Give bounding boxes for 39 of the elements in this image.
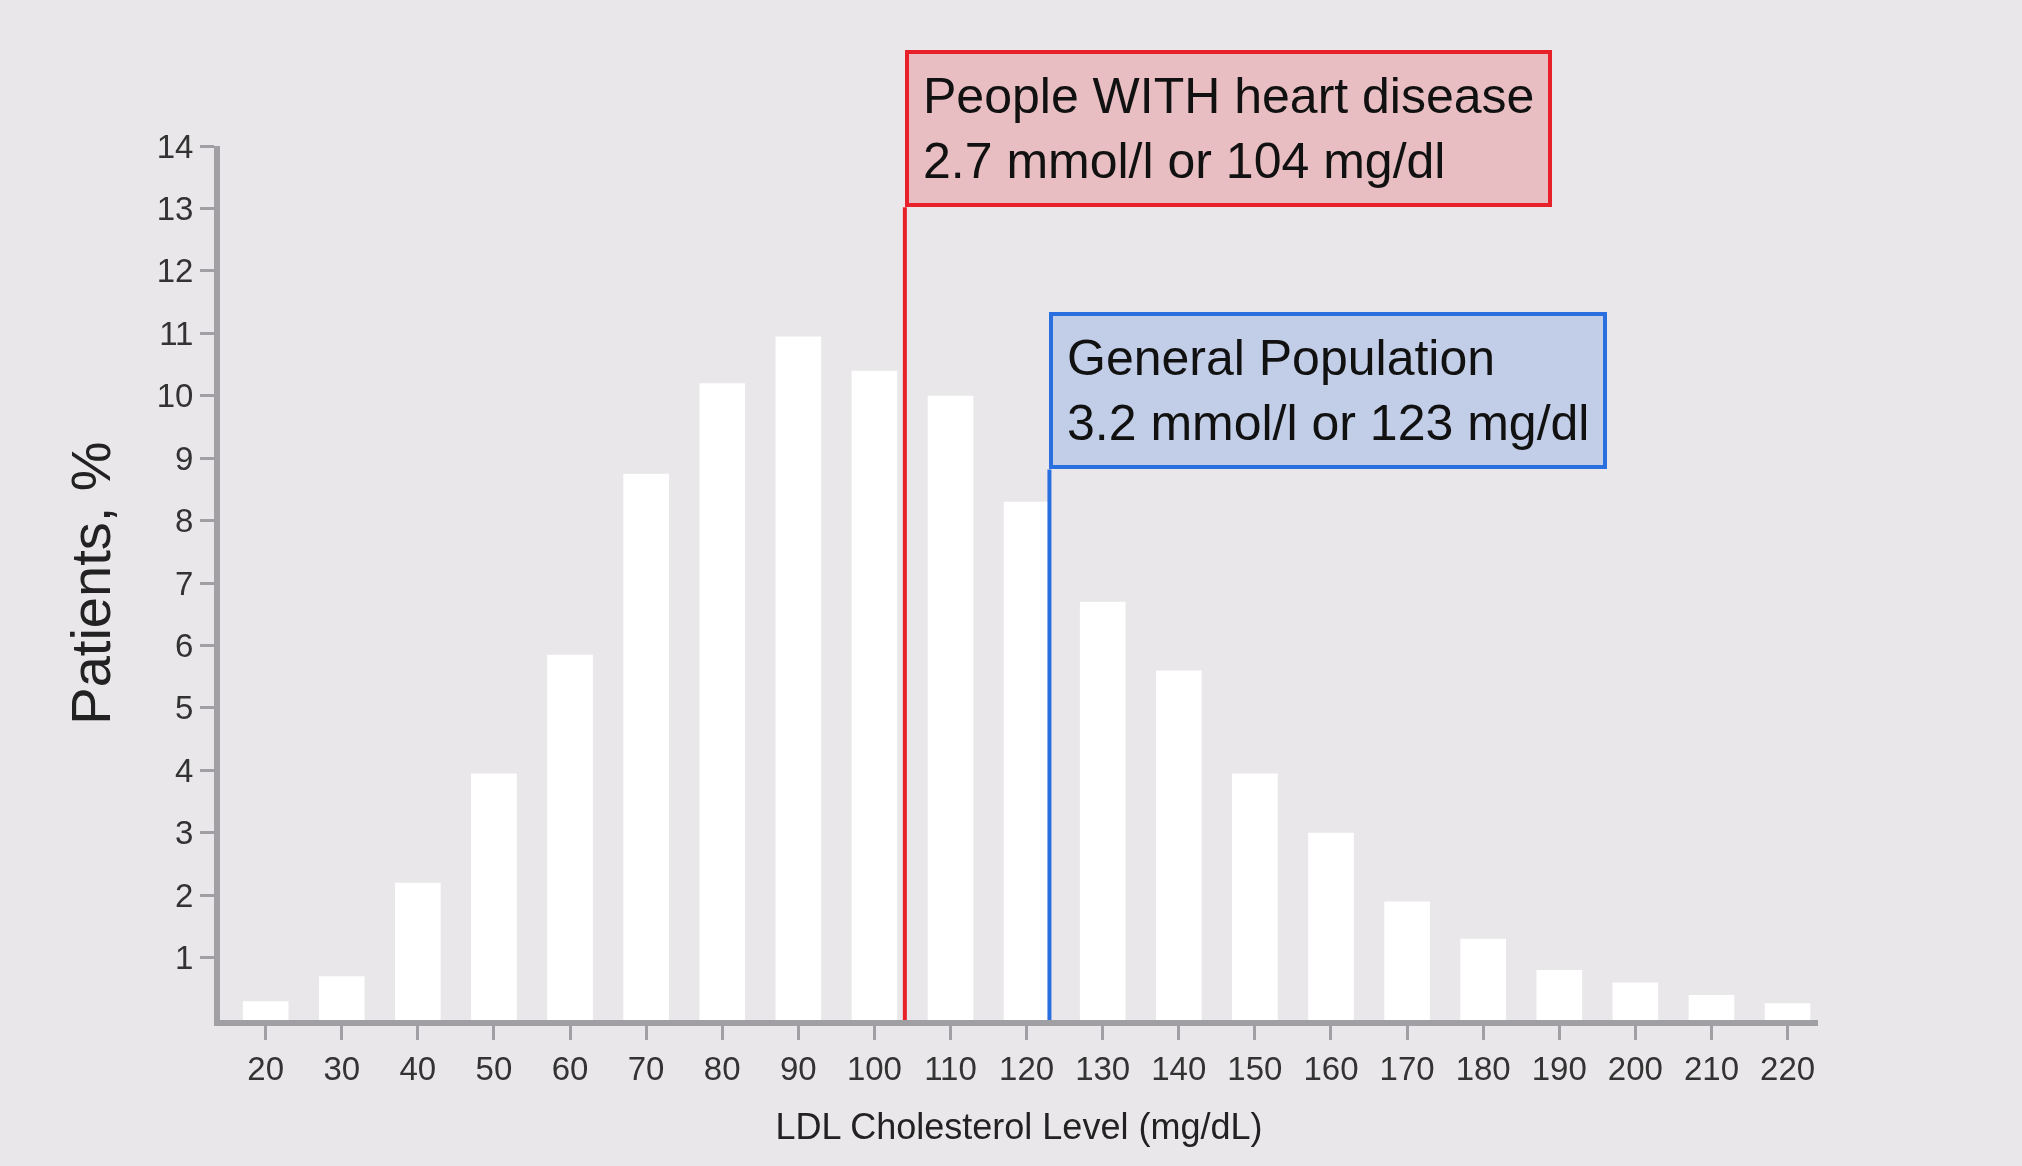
y-tick-label: 4 xyxy=(175,751,194,789)
x-tick-label: 40 xyxy=(399,1049,437,1087)
x-tick-label: 150 xyxy=(1227,1049,1283,1087)
x-tick-label: 200 xyxy=(1607,1049,1663,1087)
y-tick-label: 6 xyxy=(175,626,194,664)
y-tick-label: 11 xyxy=(159,314,194,352)
x-tick-label: 180 xyxy=(1455,1049,1511,1087)
x-tick-label: 140 xyxy=(1151,1049,1207,1087)
x-tick-label: 170 xyxy=(1379,1049,1435,1087)
x-tick-label: 100 xyxy=(846,1049,902,1087)
y-tick-label: 8 xyxy=(175,502,194,540)
ref-line-label: People WITH heart disease 2.7 mmol/l or 104 mg/dl xyxy=(923,68,1535,189)
x-tick-label: 110 xyxy=(924,1049,977,1087)
y-tick-label: 9 xyxy=(175,439,194,477)
x-tick-label: 120 xyxy=(999,1049,1055,1087)
x-tick-label: 20 xyxy=(247,1049,285,1087)
y-tick-label: 13 xyxy=(156,189,194,227)
x-tick-label: 30 xyxy=(323,1049,361,1087)
y-tick-label: 12 xyxy=(156,252,194,290)
x-tick-label: 60 xyxy=(551,1049,589,1087)
x-tick-label: 130 xyxy=(1075,1049,1131,1087)
y-axis-title: Patients, % xyxy=(59,441,123,725)
x-axis-title: LDL Cholesterol Level (mg/dL) xyxy=(775,1105,1263,1147)
y-tick-label: 5 xyxy=(175,689,194,727)
x-tick-label: 80 xyxy=(703,1049,741,1087)
x-tick-label: 220 xyxy=(1760,1049,1816,1087)
x-tick-label: 90 xyxy=(779,1049,817,1087)
y-tick-label: 10 xyxy=(156,377,194,415)
y-tick-label: 7 xyxy=(175,564,194,602)
x-tick-label: 190 xyxy=(1531,1049,1587,1087)
x-tick-label: 160 xyxy=(1303,1049,1359,1087)
x-tick-label: 70 xyxy=(627,1049,665,1087)
y-tick-label: 3 xyxy=(175,814,194,852)
y-tick-label: 14 xyxy=(156,127,194,165)
x-tick-label: 50 xyxy=(475,1049,513,1087)
x-tick-label: 210 xyxy=(1683,1049,1739,1087)
y-tick-label: 2 xyxy=(175,876,194,914)
ref-line-label: General Population 3.2 mmol/l or 123 mg/dl xyxy=(1067,330,1590,451)
y-tick-label: 1 xyxy=(175,939,194,977)
